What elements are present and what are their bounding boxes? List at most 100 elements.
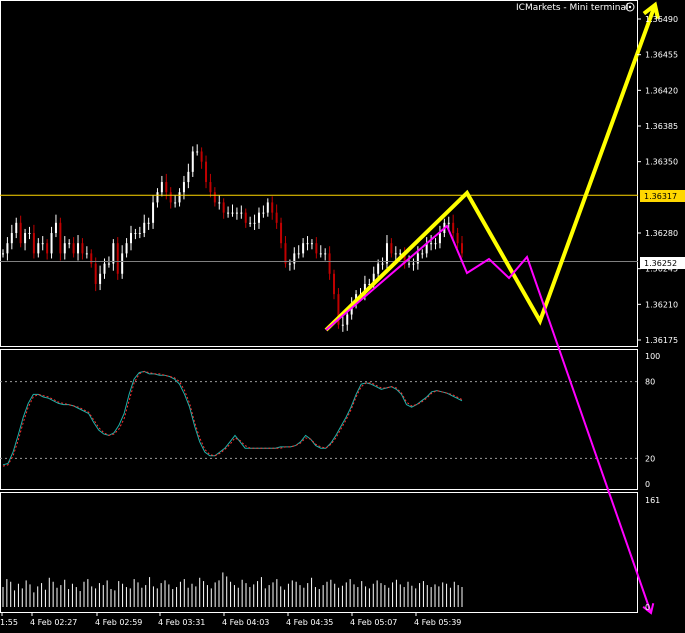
price-candle-body — [297, 253, 300, 255]
price-candle-body — [306, 243, 309, 245]
price-candle-body — [129, 233, 132, 244]
price-candle-body — [240, 212, 243, 214]
x-tick-label: 1:55 — [0, 618, 18, 627]
price-candle-body — [350, 304, 353, 315]
price-candle-body — [368, 283, 371, 285]
price-candle-body — [266, 202, 269, 213]
price-candle-body — [430, 243, 433, 245]
price-candle-body — [143, 222, 146, 233]
price-candle-body — [231, 212, 234, 214]
price-candle-body — [94, 263, 97, 284]
price-candle-body — [72, 243, 75, 254]
x-tick-label: 4 Feb 02:59 — [95, 618, 142, 627]
price-candle-body — [381, 263, 384, 265]
price-candle-body — [90, 253, 93, 264]
x-tick-label: 4 Feb 04:03 — [222, 618, 269, 627]
x-tick-label: 4 Feb 02:27 — [30, 618, 77, 627]
price-candle-body — [191, 151, 194, 172]
price-candle-body — [249, 222, 252, 224]
price-candle-body — [315, 243, 318, 254]
price-candle-body — [346, 314, 349, 325]
price-candle-body — [438, 233, 441, 244]
price-candle-body — [275, 212, 278, 223]
price-candle-body — [244, 212, 247, 223]
settings-icon[interactable] — [625, 2, 635, 12]
terminal-title: ICMarkets - Mini terminal — [516, 3, 628, 13]
yellow-forecast-path — [324, 4, 657, 332]
price-candle-body — [187, 171, 190, 183]
stoch-main-line — [2, 370, 463, 466]
price-candle-body — [112, 243, 115, 264]
x-tick-label: 4 Feb 05:07 — [350, 618, 397, 627]
price-candle-body — [32, 233, 35, 254]
level-price-label: 1.36317 — [644, 192, 677, 201]
stochastic-series — [0, 370, 637, 467]
price-candle-body — [19, 222, 22, 244]
price-candle-body — [253, 222, 256, 224]
price-candle-body — [288, 263, 291, 265]
price-candle-body — [81, 243, 84, 254]
price-candle-body — [116, 243, 119, 274]
price-candle-body — [421, 253, 424, 255]
price-candle-body — [138, 233, 141, 234]
stoch-tick-label: 100 — [645, 352, 660, 361]
price-candle-body — [174, 202, 177, 204]
current-price-badge: 1.36252 — [640, 257, 685, 269]
price-candle-body — [15, 222, 18, 233]
price-candle-body — [257, 212, 260, 223]
price-series — [2, 144, 463, 332]
price-candle-body — [452, 222, 455, 233]
price-tick-label: 1.36490 — [645, 15, 678, 24]
price-candle-body — [125, 243, 128, 254]
forecast-paths — [324, 1, 660, 615]
price-candle-body — [2, 253, 4, 255]
price-candle-body — [328, 253, 331, 274]
price-candle-body — [77, 243, 80, 254]
price-candle-body — [165, 182, 168, 193]
price-candle-body — [103, 263, 106, 274]
volume-series — [2, 572, 463, 607]
magenta-arrow-head — [642, 603, 655, 615]
price-candle-body — [196, 151, 199, 153]
price-candle-body — [99, 273, 102, 284]
price-candle-body — [107, 263, 110, 265]
price-tick-label: 1.36350 — [645, 158, 678, 167]
price-candle-body — [235, 212, 238, 214]
price-tick-label: 1.36210 — [645, 300, 678, 309]
level-price-badge: 1.36317 — [640, 190, 685, 202]
stoch-signal-line — [2, 370, 463, 467]
price-candle-body — [319, 253, 322, 255]
price-candle-body — [218, 202, 221, 204]
price-candle-body — [408, 263, 411, 265]
stoch-tick-label: 80 — [645, 378, 655, 387]
price-candle-body — [6, 243, 9, 254]
volume-tick-label: 161 — [645, 496, 660, 505]
volume-panel-frame — [0, 492, 638, 613]
price-candle-body — [385, 243, 388, 264]
price-candle-body — [200, 151, 203, 162]
yellow-arrow-head — [642, 1, 660, 20]
x-tick-label: 4 Feb 03:31 — [158, 618, 205, 627]
price-candle-body — [134, 233, 137, 234]
price-candle-body — [461, 243, 463, 254]
stoch-tick-label: 20 — [645, 454, 655, 463]
price-candle-body — [390, 243, 393, 254]
price-candle-body — [333, 273, 336, 295]
magenta-forecast-path — [325, 224, 652, 614]
price-candle-body — [394, 253, 397, 255]
price-candle-body — [169, 192, 172, 203]
price-candle-body — [10, 233, 13, 244]
price-candle-body — [160, 182, 163, 193]
price-candle-body — [377, 263, 380, 274]
price-candle-body — [310, 243, 313, 245]
price-candle-body — [280, 222, 283, 244]
price-candle-body — [403, 253, 406, 264]
price-candle-body — [121, 253, 124, 274]
price-candle-body — [337, 294, 340, 325]
price-candle-body — [372, 273, 375, 284]
stoch-panel-frame — [0, 349, 638, 490]
price-candle-body — [50, 233, 53, 254]
price-tick-label: 1.36420 — [645, 86, 678, 95]
price-candle-body — [54, 222, 57, 233]
